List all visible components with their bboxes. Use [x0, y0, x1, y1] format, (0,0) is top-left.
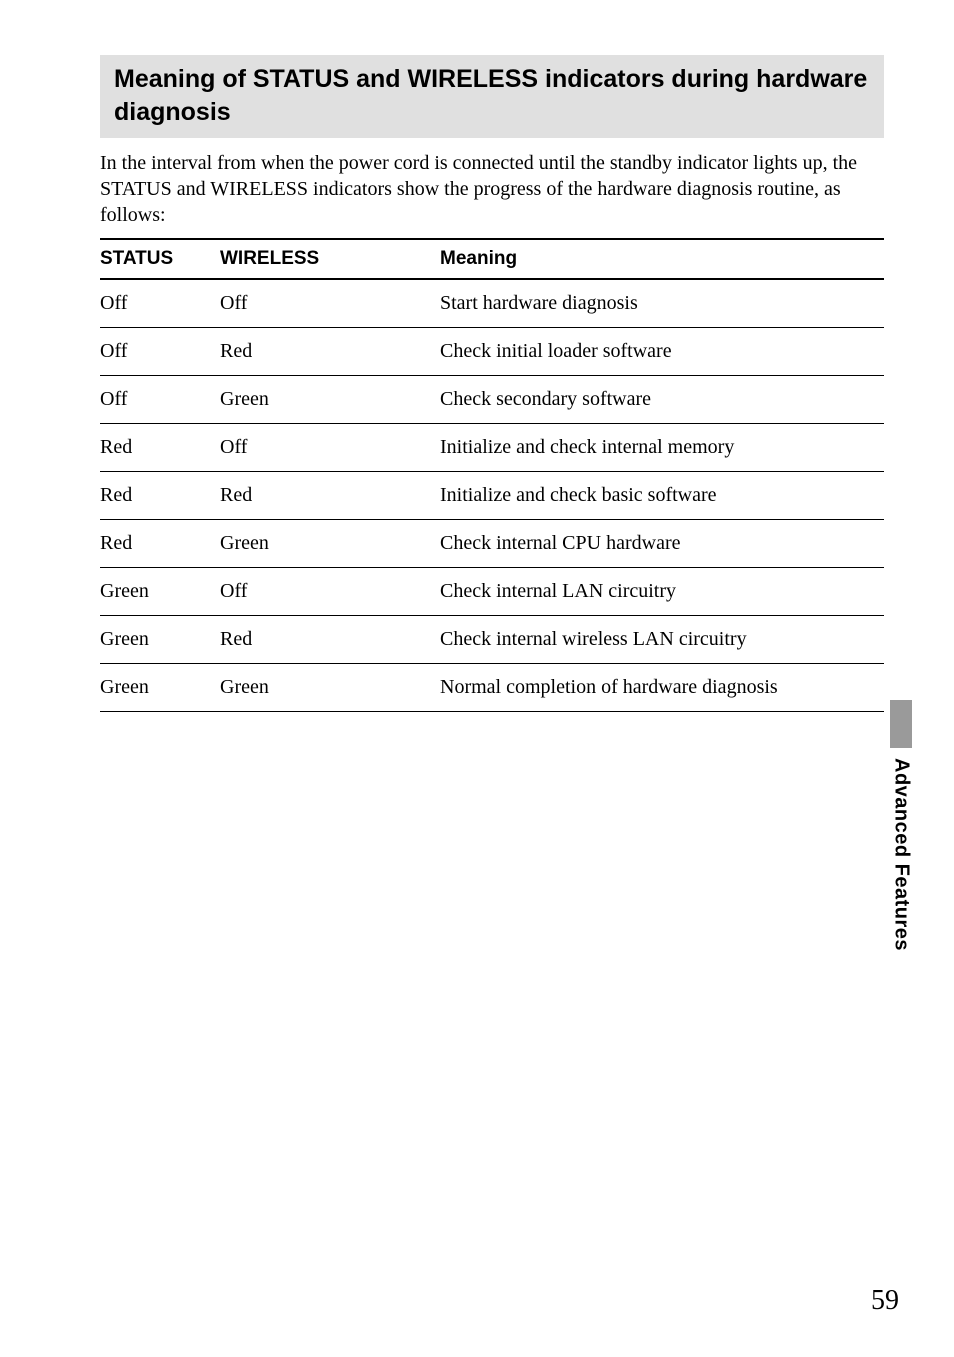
side-tab: Advanced Features: [886, 700, 916, 951]
cell-wireless: Green: [220, 664, 440, 712]
cell-status: Green: [100, 568, 220, 616]
table-row: Red Green Check internal CPU hardware: [100, 520, 884, 568]
table-row: Green Green Normal completion of hardwar…: [100, 664, 884, 712]
table-row: Red Off Initialize and check internal me…: [100, 424, 884, 472]
cell-meaning: Check internal CPU hardware: [440, 520, 884, 568]
cell-status: Green: [100, 616, 220, 664]
cell-meaning: Check secondary software: [440, 376, 884, 424]
cell-status: Off: [100, 279, 220, 328]
table-body: Off Off Start hardware diagnosis Off Red…: [100, 279, 884, 712]
intro-paragraph: In the interval from when the power cord…: [100, 150, 884, 228]
cell-meaning: Initialize and check basic software: [440, 472, 884, 520]
cell-status: Red: [100, 520, 220, 568]
table-row: Green Red Check internal wireless LAN ci…: [100, 616, 884, 664]
cell-meaning: Check internal wireless LAN circuitry: [440, 616, 884, 664]
section-heading-block: Meaning of STATUS and WIRELESS indicator…: [100, 55, 884, 138]
cell-meaning: Start hardware diagnosis: [440, 279, 884, 328]
table-row: Off Off Start hardware diagnosis: [100, 279, 884, 328]
cell-wireless: Red: [220, 328, 440, 376]
cell-meaning: Initialize and check internal memory: [440, 424, 884, 472]
cell-status: Red: [100, 472, 220, 520]
table-row: Off Green Check secondary software: [100, 376, 884, 424]
cell-status: Green: [100, 664, 220, 712]
cell-status: Off: [100, 376, 220, 424]
cell-wireless: Green: [220, 520, 440, 568]
table-row: Off Red Check initial loader software: [100, 328, 884, 376]
table-header-row: STATUS WIRELESS Meaning: [100, 239, 884, 279]
section-heading: Meaning of STATUS and WIRELESS indicator…: [114, 63, 870, 128]
cell-status: Red: [100, 424, 220, 472]
indicator-table: STATUS WIRELESS Meaning Off Off Start ha…: [100, 238, 884, 712]
side-tab-label: Advanced Features: [890, 758, 913, 951]
col-header-status: STATUS: [100, 239, 220, 279]
col-header-wireless: WIRELESS: [220, 239, 440, 279]
cell-wireless: Green: [220, 376, 440, 424]
col-header-meaning: Meaning: [440, 239, 884, 279]
cell-meaning: Normal completion of hardware diagnosis: [440, 664, 884, 712]
cell-wireless: Off: [220, 279, 440, 328]
cell-meaning: Check initial loader software: [440, 328, 884, 376]
page-content: Meaning of STATUS and WIRELESS indicator…: [0, 0, 954, 712]
cell-status: Off: [100, 328, 220, 376]
table-row: Green Off Check internal LAN circuitry: [100, 568, 884, 616]
cell-meaning: Check internal LAN circuitry: [440, 568, 884, 616]
cell-wireless: Red: [220, 472, 440, 520]
cell-wireless: Red: [220, 616, 440, 664]
table-row: Red Red Initialize and check basic softw…: [100, 472, 884, 520]
side-tab-bar: [890, 700, 912, 748]
cell-wireless: Off: [220, 424, 440, 472]
page-number: 59: [871, 1285, 899, 1317]
cell-wireless: Off: [220, 568, 440, 616]
